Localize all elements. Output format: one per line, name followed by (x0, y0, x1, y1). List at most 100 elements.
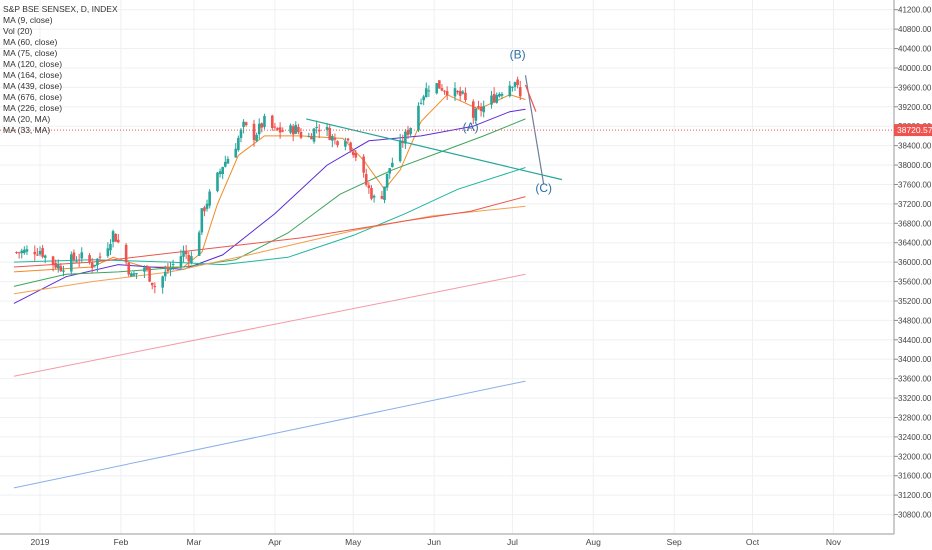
candle-body (500, 93, 504, 96)
candle-body (380, 196, 384, 199)
candle-body (364, 174, 368, 185)
candle-body (132, 273, 136, 276)
candle-body (263, 115, 266, 127)
y-tick-label: 34000.00 (898, 355, 932, 364)
legend-title[interactable]: S&P BSE SENSEX, D, INDEX (3, 4, 118, 14)
x-tick-label: Feb (114, 537, 129, 547)
candle-body (495, 95, 499, 103)
candle-body (127, 263, 131, 275)
last-price-label: 38720.57 (897, 125, 932, 135)
candle-body (482, 106, 485, 113)
candle-body (385, 173, 389, 188)
candles (15, 76, 522, 294)
candle-body (114, 233, 117, 242)
y-tick-label: 37600.00 (898, 180, 932, 189)
candle-body (54, 262, 57, 268)
legend-item[interactable]: MA (439, close) (3, 81, 63, 91)
x-tick-label: Mar (187, 537, 202, 547)
legend-item[interactable]: MA (120, close) (3, 59, 63, 69)
x-tick-label: Jun (427, 537, 441, 547)
y-tick-label: 34400.00 (898, 336, 932, 345)
candle-body (179, 256, 183, 267)
y-tick-label: 32000.00 (898, 452, 932, 461)
candle-body (354, 153, 358, 158)
x-tick-label: Oct (746, 537, 760, 547)
candle-body (51, 256, 55, 266)
candle-body (325, 127, 329, 130)
wave-label: (A) (463, 120, 479, 134)
x-tick-label: Jul (507, 537, 518, 547)
candle-body (190, 256, 193, 264)
candle-body (182, 250, 185, 257)
ma-line (13, 167, 526, 266)
legend-item[interactable]: MA (75, close) (3, 48, 58, 58)
candle-body (456, 91, 459, 93)
price-axis[interactable]: 41200.00 40800.00 40400.00 40000.00 39600.00… (893, 0, 932, 534)
y-tick-label: 37200.00 (898, 200, 932, 209)
y-tick-label: 36400.00 (898, 239, 932, 248)
legend-item[interactable]: Vol (20) (3, 26, 33, 36)
time-axis[interactable]: 2019 Feb Mar Apr May Jun Jul Aug Sep Oct Nov (0, 533, 894, 547)
candle-body (367, 185, 371, 188)
candle-body (203, 207, 206, 212)
candle-body (38, 250, 42, 255)
candle-body (518, 87, 522, 97)
candle-body (351, 151, 355, 156)
legend-item[interactable]: MA (9, close) (3, 15, 53, 25)
y-tick-label: 32400.00 (898, 433, 932, 442)
candle-body (281, 130, 285, 132)
candle-body (289, 125, 292, 133)
grid (0, 0, 894, 534)
candle-body (96, 258, 99, 266)
y-tick-label: 33200.00 (898, 394, 932, 403)
candle-body (315, 127, 318, 129)
candle-body (477, 106, 480, 108)
candle-body (435, 83, 439, 94)
candle-body (479, 106, 483, 112)
candle-body (148, 267, 151, 282)
candle-body (252, 123, 256, 141)
candle-body (197, 232, 201, 256)
candle-body (88, 255, 91, 263)
candle-body (362, 156, 365, 173)
legend-item[interactable]: MA (60, close) (3, 37, 58, 47)
candle-body (310, 136, 313, 140)
candle-body (297, 126, 300, 133)
candle-body (492, 93, 496, 103)
candle-body (56, 264, 60, 269)
candle-body (150, 282, 154, 286)
candle-body (471, 101, 475, 118)
legend-item[interactable]: MA (20, MA) (3, 114, 51, 124)
candle-body (169, 267, 172, 270)
moving-averages (13, 94, 526, 489)
y-tick-label: 38400.00 (898, 142, 932, 151)
legend-item[interactable]: MA (33, MA) (3, 125, 51, 135)
x-tick-label: May (345, 537, 362, 547)
candle-body (307, 136, 311, 138)
candle-body (440, 88, 444, 91)
y-tick-label: 40000.00 (898, 64, 932, 73)
y-tick-label: 35200.00 (898, 297, 932, 306)
x-tick-label: Sep (667, 537, 682, 547)
candle-body (72, 252, 76, 260)
candle-body (208, 191, 211, 206)
candle-body (255, 134, 258, 142)
candle-body (221, 167, 224, 175)
x-tick-label: Apr (268, 537, 281, 547)
candle-body (187, 254, 191, 262)
candle-body (59, 266, 63, 272)
candle-body (474, 108, 478, 121)
candle-body (171, 264, 175, 266)
candle-body (458, 90, 462, 96)
candle-body (276, 127, 279, 130)
legend-item[interactable]: MA (676, close) (3, 92, 63, 102)
candle-body (294, 124, 298, 134)
candle-body (20, 250, 24, 254)
candle-body (77, 259, 81, 261)
legend-item[interactable]: MA (226, close) (3, 103, 63, 113)
legend-item[interactable]: MA (164, close) (3, 70, 63, 80)
candle-body (200, 208, 204, 233)
candle-body (33, 251, 37, 255)
candle-body (111, 231, 115, 242)
